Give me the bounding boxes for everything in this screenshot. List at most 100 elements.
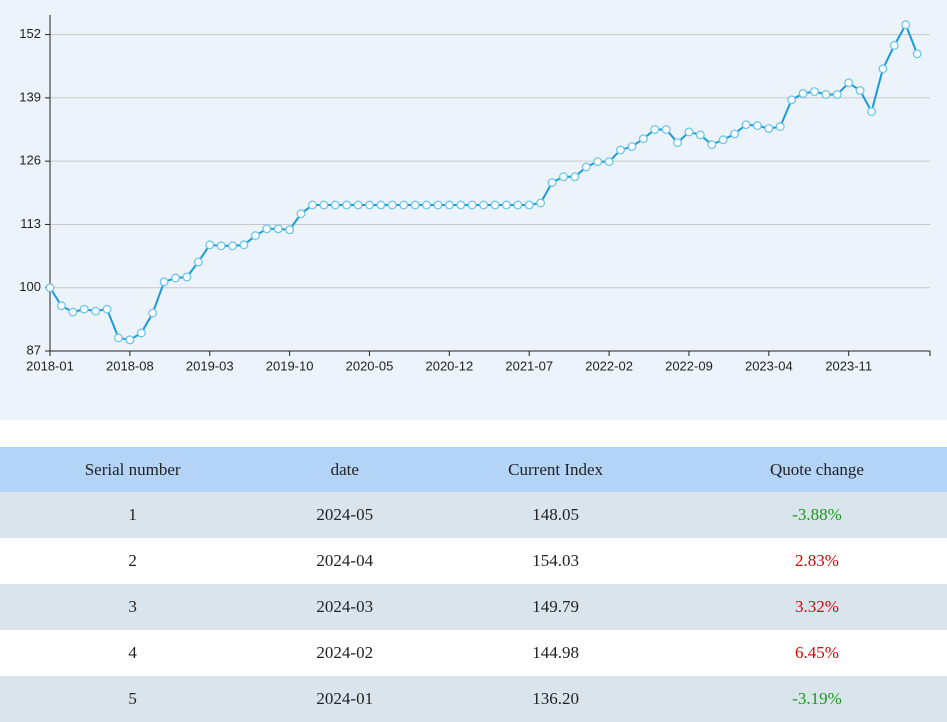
point (148, 308, 158, 318)
point (444, 200, 454, 210)
y-tick-label: 100 (19, 279, 41, 294)
point (821, 90, 831, 99)
x-tick-label: 2018-01 (26, 358, 74, 373)
header-cell: Serial number (0, 447, 266, 492)
point (422, 200, 431, 210)
point (787, 95, 797, 105)
table-cell: 148.05 (424, 492, 687, 538)
point (467, 200, 477, 210)
x-tick-label: 2019-10 (266, 358, 314, 373)
table-row: 5 2024-01 136.20 -3.19% (0, 676, 947, 722)
point (319, 200, 329, 210)
table-row: 1 2024-05 148.05 -3.88% (0, 492, 947, 538)
point (193, 257, 203, 267)
point (490, 200, 500, 210)
table-cell: 2.83% (795, 551, 839, 570)
point (547, 178, 557, 188)
x-tick-label: 2018-08 (106, 358, 154, 373)
point (307, 200, 317, 210)
table-cell: 2024-03 (265, 584, 425, 630)
point (216, 241, 226, 251)
point (376, 200, 386, 210)
point (387, 200, 397, 210)
point (638, 134, 648, 144)
table-cell: 2024-04 (316, 551, 374, 570)
point (718, 135, 728, 145)
table-cell: 2024-02 (316, 643, 374, 662)
x-tick-label: 2023-11 (825, 358, 872, 373)
point (365, 200, 374, 210)
point (410, 200, 420, 210)
point (536, 198, 546, 208)
point (741, 120, 751, 130)
point (855, 86, 865, 96)
point (91, 306, 101, 316)
table-cell: 1 (0, 492, 266, 538)
point (616, 145, 625, 155)
table-cell: 136.20 (424, 676, 687, 722)
table-cell: 144.98 (532, 643, 579, 662)
point (832, 90, 842, 99)
point (810, 87, 819, 97)
point (262, 224, 272, 234)
header-cell: Quote change (686, 447, 947, 492)
point (205, 240, 215, 250)
point (342, 200, 352, 210)
table-cell: 149.79 (424, 584, 687, 630)
header-row: Serial number date Current Index Quote chan… (0, 447, 947, 492)
table-cell: 3.32% (686, 584, 947, 630)
point (239, 240, 249, 250)
point (273, 224, 283, 234)
point (775, 122, 785, 132)
x-tick-label: 2019-03 (186, 358, 234, 373)
point (136, 328, 146, 338)
table-cell: 2024-01 (265, 676, 425, 722)
point (56, 301, 66, 311)
table-cell: 4 (128, 643, 137, 662)
table-cell: -3.19% (686, 676, 947, 722)
point (285, 225, 295, 235)
y-tick-label: 87 (27, 342, 41, 357)
table-cell: 6.45% (795, 643, 839, 662)
point (79, 304, 89, 314)
chart: 87 100 113 126 139 152 2018-01 2018-08 2019-03 20… (0, 0, 947, 420)
table-cell: 2024-05 (265, 492, 425, 538)
point (228, 241, 238, 251)
x-tick-label: 2020-05 (346, 358, 394, 373)
point (673, 138, 682, 148)
x-tick-label: 2021-07 (505, 358, 553, 373)
point (182, 272, 192, 282)
table-row: 3 2024-03 149.79 3.32% (0, 584, 947, 630)
x-tick-label: 2022-09 (665, 358, 713, 373)
point (559, 172, 568, 182)
point (456, 200, 466, 210)
point (45, 283, 55, 293)
header-cell: Current Index (424, 447, 687, 492)
table-row: 4 2024-02 144.98 6.45% (0, 630, 947, 676)
point (752, 121, 762, 131)
point (867, 107, 876, 116)
table-cell: 3 (0, 584, 266, 630)
table-cell: 5 (0, 676, 266, 722)
point (889, 40, 899, 50)
point (114, 333, 123, 343)
chart-background (0, 0, 947, 420)
x-tick-label: 2020-12 (425, 358, 473, 373)
point (125, 335, 135, 345)
point (878, 64, 888, 74)
point (399, 200, 409, 210)
point (901, 20, 911, 30)
table-cell: 2 (128, 551, 137, 570)
point (695, 130, 705, 140)
table: Serial number date Current Index Quote chan… (0, 447, 947, 722)
point (798, 89, 808, 98)
point (593, 157, 603, 167)
table-cell: -3.88% (686, 492, 947, 538)
point (627, 142, 637, 152)
x-tick-label: 2022-02 (585, 358, 633, 373)
point (479, 200, 489, 210)
y-tick-label: 152 (19, 26, 41, 41)
point (581, 162, 591, 172)
point (661, 125, 671, 134)
